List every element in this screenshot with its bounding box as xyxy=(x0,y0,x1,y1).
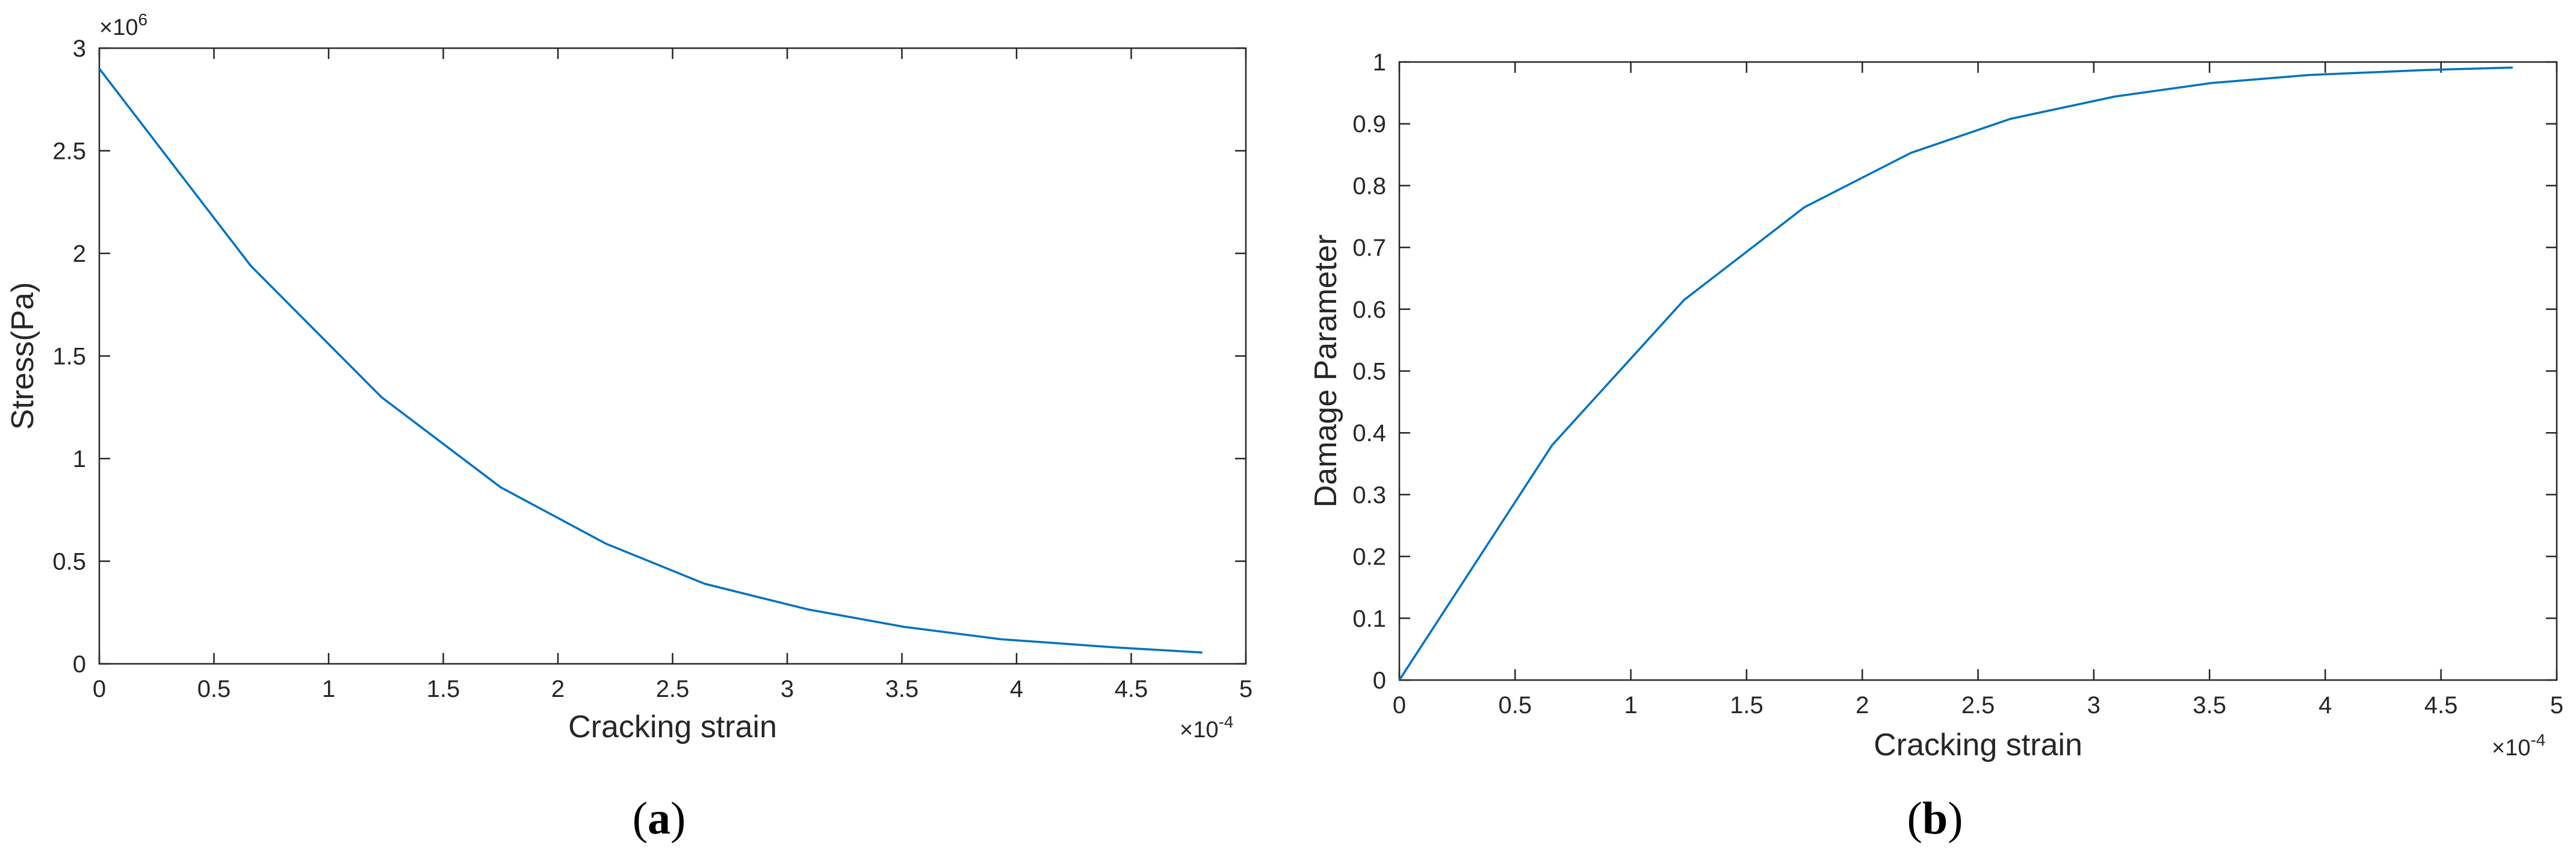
y-tick-label: 0.5 xyxy=(52,549,86,575)
y-axis-multiplier: ×106 xyxy=(99,10,147,40)
y-tick-label: 1 xyxy=(1373,49,1386,76)
y-tick-label: 0.4 xyxy=(1352,420,1386,447)
x-tick-label: 3.5 xyxy=(2193,692,2226,719)
y-tick-label: 0.2 xyxy=(1352,544,1386,571)
x-tick-label: 4 xyxy=(1010,676,1023,702)
panel-label: (b) xyxy=(1907,793,1963,844)
y-tick-label: 0.7 xyxy=(1352,235,1386,261)
x-tick-label: 3 xyxy=(781,676,794,702)
y-tick-label: 0 xyxy=(73,651,86,678)
y-tick-label: 0.8 xyxy=(1352,173,1386,199)
chart-panel-a: 0 0.5 1 1.5 2 2.5 3 3.5 4 4.5 500.511.522.53Cracki… xyxy=(5,10,1252,844)
x-tick-label: 1.5 xyxy=(427,676,460,702)
x-tick-label: 4.5 xyxy=(1115,676,1148,702)
y-tick-label: 0.9 xyxy=(1352,111,1386,138)
panel-label-letter: a xyxy=(648,793,670,844)
x-tick-label: 0 xyxy=(93,676,106,702)
x-tick-label: 0 xyxy=(1393,692,1406,719)
x-axis-multiplier: ×10-4 xyxy=(2492,731,2545,761)
x-multiplier-exponent: -4 xyxy=(1218,713,1233,731)
x-tick-label: 2.5 xyxy=(656,676,690,702)
y-tick-label: 0.6 xyxy=(1352,297,1386,323)
x-tick-label: 2.5 xyxy=(1961,692,1995,719)
x-tick-label: 2 xyxy=(551,676,565,702)
panel-label-close: ) xyxy=(1948,793,1963,844)
x-tick-label: 5 xyxy=(1239,676,1252,702)
x-tick-label: 1.5 xyxy=(1730,692,1763,719)
panel-label-open: ( xyxy=(1907,793,1922,844)
y-tick-label: 1.5 xyxy=(52,344,86,370)
y-axis-label: Damage Parameter xyxy=(1308,235,1343,508)
y-tick-label: 0 xyxy=(1373,667,1386,694)
y-axis-label: Stress(Pa) xyxy=(5,282,40,430)
x-multiplier-base: ×10 xyxy=(1180,717,1218,743)
x-multiplier-exponent: -4 xyxy=(2530,731,2545,749)
x-tick-label: 1 xyxy=(322,676,335,702)
x-tick-label: 5 xyxy=(2550,692,2563,719)
y-tick-label: 2.5 xyxy=(52,138,86,165)
y-tick-label: 1 xyxy=(73,446,86,472)
x-tick-label: 4 xyxy=(2318,692,2332,719)
x-tick-label: 2 xyxy=(1856,692,1869,719)
series-line-0 xyxy=(1398,66,2513,681)
y-tick-label: 3 xyxy=(73,36,86,62)
panel-label-close: ) xyxy=(670,793,686,844)
x-tick-label: 0.5 xyxy=(197,676,231,702)
panel-label-letter: b xyxy=(1922,793,1948,844)
y-tick-label: 2 xyxy=(73,241,86,267)
x-tick-label: 1 xyxy=(1624,692,1637,719)
x-tick-label: 4.5 xyxy=(2424,692,2458,719)
panel-label-open: ( xyxy=(633,793,648,844)
x-tick-label: 3.5 xyxy=(885,676,919,702)
y-multiplier-base: ×10 xyxy=(99,15,138,40)
y-tick-label: 0.3 xyxy=(1352,482,1386,509)
x-axis-multiplier: ×10-4 xyxy=(1180,713,1233,743)
x-axis-label: Cracking strain xyxy=(568,710,777,744)
x-axis-label: Cracking strain xyxy=(1874,728,2082,763)
chart-panel-b: 0 0.5 1 1.5 2 2.5 3 3.5 4 4.5 5 0 0.1 0.2 0.3 0.4 0.5 0.6… xyxy=(1308,49,2563,844)
panel-label: (a) xyxy=(633,793,686,844)
x-multiplier-base: ×10 xyxy=(2492,735,2530,761)
y-multiplier-exponent: 6 xyxy=(138,10,147,29)
y-tick-label: 0.5 xyxy=(1352,359,1386,385)
x-tick-label: 0.5 xyxy=(1498,692,1532,719)
y-tick-label: 0.1 xyxy=(1352,605,1386,632)
series-line-0 xyxy=(98,68,1203,654)
x-tick-label: 3 xyxy=(2087,692,2101,719)
plot-area-frame xyxy=(1398,61,2558,681)
